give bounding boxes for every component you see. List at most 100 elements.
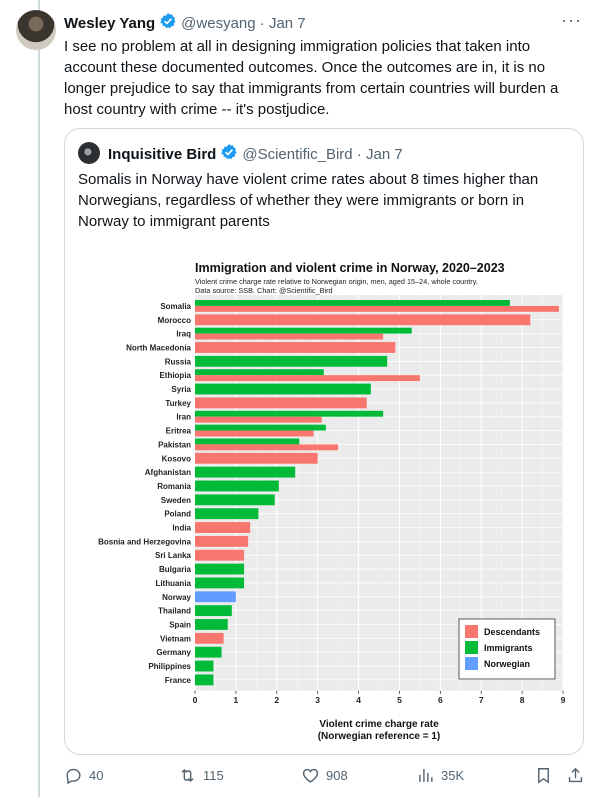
- y-tick-label: Bosnia and Herzegovina: [98, 537, 191, 546]
- legend-label: Norwegian: [484, 659, 530, 669]
- bar: [195, 314, 531, 326]
- quoted-separator-dot: ·: [352, 145, 366, 163]
- quoted-tweet[interactable]: Inquisitive Bird @Scientific_Bird · Jan …: [64, 128, 584, 755]
- bar: [195, 605, 232, 617]
- views-count: 35K: [441, 768, 465, 783]
- y-tick-label: France: [165, 676, 192, 685]
- legend-label: Immigrants: [484, 643, 533, 653]
- like-count: 908: [326, 768, 348, 783]
- y-tick-label: Bulgaria: [159, 565, 192, 574]
- legend-swatch: [465, 625, 478, 638]
- y-tick-label: Iraq: [176, 330, 191, 339]
- x-tick-label: 4: [356, 695, 361, 705]
- author-handle[interactable]: @wesyang: [181, 14, 256, 32]
- thread-line: [38, 0, 40, 797]
- x-tick-label: 8: [520, 695, 525, 705]
- bar: [195, 342, 396, 353]
- x-tick-label: 2: [274, 695, 279, 705]
- bar: [195, 535, 249, 547]
- bar: [195, 494, 275, 506]
- x-tick-label: 5: [397, 695, 402, 705]
- chart-subtitle: Violent crime charge rate relative to No…: [195, 277, 478, 286]
- views-chart-icon: [416, 766, 435, 785]
- bar: [195, 452, 318, 464]
- y-tick-label: Eritrea: [166, 427, 192, 436]
- bar: [195, 674, 214, 686]
- y-tick-label: Ethiopia: [159, 371, 191, 380]
- bookmark-icon: [534, 766, 553, 785]
- bar: [195, 632, 224, 644]
- quoted-tweet-header: Inquisitive Bird @Scientific_Bird · Jan …: [108, 143, 403, 165]
- more-icon[interactable]: ···: [561, 10, 582, 30]
- reply-icon: [64, 766, 83, 785]
- y-tick-label: Thailand: [158, 607, 191, 616]
- bar: [195, 333, 384, 340]
- bar: [195, 619, 228, 630]
- quoted-author-handle[interactable]: @Scientific_Bird: [242, 145, 353, 163]
- bar: [195, 660, 214, 672]
- repost-icon: [178, 766, 197, 785]
- bar: [195, 549, 245, 561]
- bar: [195, 480, 279, 492]
- tweet-text: I see no problem at all in designing imm…: [64, 38, 559, 118]
- repost-button[interactable]: 115: [178, 766, 224, 785]
- bar: [195, 508, 259, 520]
- x-tick-label: 6: [438, 695, 443, 705]
- y-tick-label: Kosovo: [162, 454, 191, 463]
- bar: [195, 355, 388, 367]
- y-tick-label: India: [172, 524, 191, 533]
- bar: [195, 397, 367, 409]
- quoted-author-name[interactable]: Inquisitive Bird: [108, 145, 217, 163]
- separator-dot: ·: [255, 14, 269, 32]
- y-tick-label: Russia: [165, 357, 192, 366]
- reply-button[interactable]: 40: [64, 766, 103, 785]
- tweet-header: Wesley Yang @wesyang · Jan 7: [64, 12, 306, 34]
- bar: [195, 522, 251, 533]
- y-tick-label: Sri Lanka: [155, 551, 192, 560]
- legend-label: Descendants: [484, 627, 540, 637]
- quoted-tweet-text: Somalis in Norway have violent crime rat…: [78, 171, 539, 230]
- x-tick-label: 3: [315, 695, 320, 705]
- chart-image[interactable]: Immigration and violent crime in Norway,…: [73, 245, 575, 747]
- y-tick-label: Sweden: [161, 496, 191, 505]
- action-bar: 40 115 908 35K: [64, 766, 586, 788]
- x-tick-label: 0: [193, 695, 198, 705]
- like-button[interactable]: 908: [301, 766, 348, 785]
- x-tick-label: 1: [234, 695, 239, 705]
- x-axis-label: Violent crime charge rate: [319, 719, 439, 730]
- bar-chart: Immigration and violent crime in Norway,…: [98, 261, 566, 742]
- author-avatar[interactable]: [16, 10, 56, 50]
- x-tick-label: 7: [479, 695, 484, 705]
- quoted-author-avatar[interactable]: [78, 142, 100, 164]
- bar: [195, 466, 296, 478]
- bar: [195, 591, 236, 603]
- y-tick-label: Afghanistan: [145, 468, 191, 477]
- bar: [195, 300, 510, 306]
- quoted-verified-badge-icon: [220, 143, 238, 165]
- y-tick-label: Romania: [157, 482, 191, 491]
- y-tick-label: Iran: [176, 413, 191, 422]
- legend-swatch: [465, 641, 478, 654]
- y-tick-label: Somalia: [160, 302, 191, 311]
- bookmark-button[interactable]: [534, 766, 553, 785]
- y-tick-label: Spain: [169, 620, 191, 629]
- views-button[interactable]: 35K: [416, 766, 464, 785]
- author-name[interactable]: Wesley Yang: [64, 14, 156, 32]
- y-tick-label: Turkey: [165, 399, 191, 408]
- bar: [195, 375, 420, 382]
- bar: [195, 327, 412, 334]
- share-button[interactable]: [566, 766, 585, 785]
- share-icon: [566, 766, 585, 785]
- tweet-date[interactable]: Jan 7: [268, 14, 306, 32]
- bar: [195, 424, 326, 431]
- y-tick-label: Germany: [156, 648, 191, 657]
- chart-source: Data source: SSB. Chart: @Scientific_Bir…: [195, 286, 333, 295]
- quoted-tweet-date[interactable]: Jan 7: [365, 145, 403, 163]
- y-tick-label: Poland: [164, 510, 191, 519]
- y-tick-label: North Macedonia: [126, 343, 191, 352]
- y-tick-label: Philippines: [148, 662, 191, 671]
- heart-icon: [301, 766, 320, 785]
- bar: [195, 577, 245, 589]
- chart-title: Immigration and violent crime in Norway,…: [195, 261, 505, 275]
- x-tick-label: 9: [561, 695, 566, 705]
